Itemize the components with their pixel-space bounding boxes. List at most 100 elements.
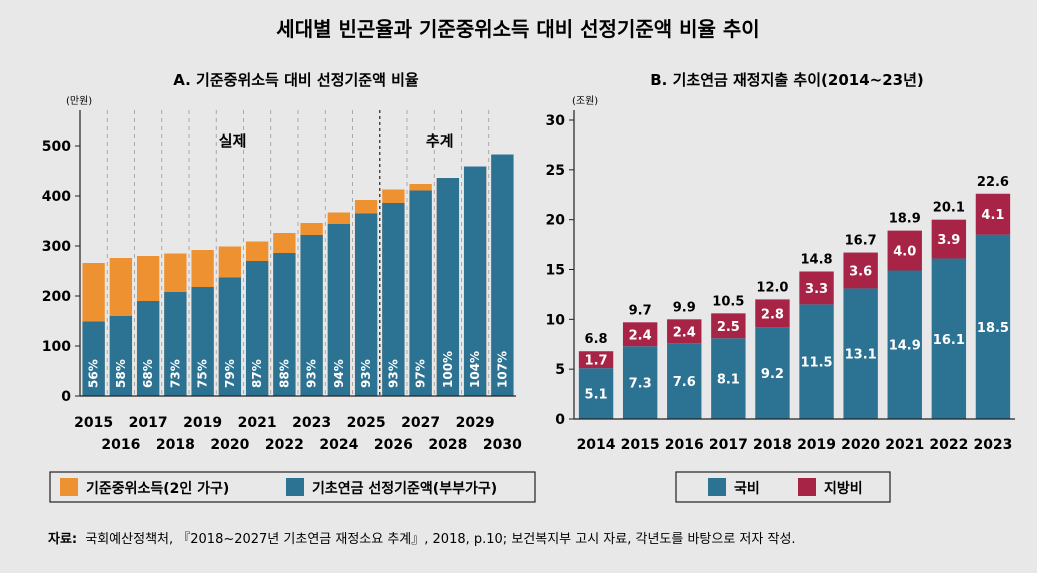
- annotation-actual: 실제: [219, 132, 247, 150]
- y-tick-label-a: 400: [42, 189, 71, 205]
- bar-ratio-label: 104%: [468, 351, 482, 388]
- x-tick-label-b: 2018: [753, 437, 792, 453]
- legend-b-label-1: 지방비: [824, 480, 863, 497]
- bar-ratio-label: 88%: [277, 359, 291, 388]
- legend-a-swatch-orange: [60, 478, 78, 496]
- bar-national-label: 14.9: [889, 339, 921, 354]
- chart-b-unit: (조원): [572, 95, 598, 107]
- x-tick-label-a: 2019: [183, 415, 222, 431]
- legend-b: 국비 지방비: [675, 471, 891, 503]
- bar-selection-amount: [463, 166, 487, 396]
- bar-selection-amount: [354, 213, 378, 396]
- bar-total-label: 9.9: [673, 300, 696, 315]
- bar-total-label: 6.8: [585, 332, 608, 347]
- bar-national: [931, 258, 967, 419]
- x-tick-label-a: 2026: [374, 437, 413, 453]
- bar-local-label: 2.8: [761, 307, 784, 322]
- bar-ratio-label: 107%: [495, 351, 509, 388]
- bar-ratio-label: 94%: [332, 359, 346, 388]
- bar-national: [755, 327, 790, 419]
- bar-local-label: 4.0: [893, 245, 916, 260]
- bar-local-label: 1.7: [585, 354, 608, 369]
- bar-national-label: 8.1: [717, 373, 740, 388]
- bar-ratio-label: 75%: [196, 359, 210, 388]
- x-tick-label-a: 2015: [74, 415, 113, 431]
- bar-total-label: 18.9: [889, 212, 921, 227]
- y-tick-label-a: 300: [42, 239, 71, 255]
- bar-local: [755, 299, 790, 328]
- bar-ratio-label: 68%: [141, 359, 155, 388]
- bar-selection-amount: [191, 287, 214, 396]
- bar-local: [931, 219, 967, 259]
- bar-ratio-label: 100%: [441, 351, 455, 388]
- legend-b-swatch-blue: [708, 478, 726, 496]
- bar-selection-amount: [327, 224, 351, 396]
- y-tick-label-a: 200: [42, 289, 71, 305]
- bar-ratio-label: 56%: [87, 359, 101, 388]
- bar-local: [578, 351, 614, 369]
- bar-selection-amount: [409, 190, 432, 396]
- legend-b-label-0: 국비: [734, 481, 760, 497]
- bar-national-label: 13.1: [845, 348, 877, 363]
- bar-ratio-label: 93%: [305, 359, 319, 388]
- x-tick-label-b: 2017: [709, 437, 748, 453]
- legend-a-label-1: 기초연금 선정기준액(부부가구): [312, 480, 497, 497]
- y-tick-label-a: 500: [42, 139, 71, 155]
- bar-local: [711, 313, 746, 339]
- legend-a-label-0: 기준중위소득(2인 가구): [86, 480, 229, 497]
- bar-ratio-label: 93%: [359, 359, 373, 388]
- bar-national: [975, 234, 1011, 419]
- source-label: 자료:: [48, 532, 77, 547]
- source-note: 자료: 국회예산정책처, 『2018~2027년 기초연금 재정소요 추계』, …: [48, 532, 796, 547]
- bar-national-label: 7.3: [629, 377, 652, 392]
- chart-a: 0 100 200 300 400 500 실제 추계 56% 2015 58% 2016 68% 201…: [42, 110, 522, 453]
- bar-national: [622, 346, 658, 419]
- bar-national: [843, 288, 878, 419]
- bar-national-label: 11.5: [801, 356, 833, 371]
- x-tick-label-a: 2017: [129, 415, 168, 431]
- bar-ratio-label: 58%: [114, 359, 128, 388]
- x-tick-label-a: 2028: [428, 437, 467, 453]
- x-tick-label-b: 2014: [577, 437, 616, 453]
- bar-local: [667, 319, 702, 344]
- y-tick-label-b: 10: [546, 312, 566, 328]
- y-tick-label-a: 100: [42, 339, 71, 355]
- x-tick-label-b: 2016: [665, 437, 704, 453]
- bar-national-label: 18.5: [977, 321, 1009, 336]
- bar-local-label: 2.5: [717, 320, 740, 335]
- bar-ratio-label: 79%: [223, 359, 237, 388]
- bar-national: [799, 304, 834, 419]
- bar-total-label: 9.7: [629, 303, 652, 318]
- x-tick-label-a: 2022: [265, 437, 304, 453]
- x-tick-label-a: 2018: [156, 437, 195, 453]
- bar-local: [975, 193, 1011, 235]
- x-tick-label-a: 2030: [483, 437, 522, 453]
- source-text: 국회예산정책처, 『2018~2027년 기초연금 재정소요 추계』, 2018…: [85, 532, 795, 547]
- legend-a-swatch-blue: [286, 478, 304, 496]
- chart-b: 0 5 10 15 20 25 30 5.1 1.7 6.8 2014 7.3 2.4 9.7 2015 7.…: [546, 110, 1015, 453]
- bar-total-label: 22.6: [977, 175, 1009, 190]
- x-tick-label-a: 2021: [238, 415, 277, 431]
- y-tick-label-b: 5: [555, 362, 565, 378]
- x-tick-label-a: 2025: [347, 415, 386, 431]
- bar-total-label: 16.7: [845, 234, 877, 249]
- bar-local-label: 3.3: [805, 282, 828, 297]
- bar-national: [578, 368, 614, 419]
- y-tick-label-b: 25: [546, 163, 565, 179]
- bar-total-label: 10.5: [712, 294, 744, 309]
- bar-selection-amount: [382, 203, 405, 396]
- x-tick-label-b: 2019: [797, 437, 836, 453]
- bar-selection-amount: [218, 277, 242, 396]
- bar-national: [667, 343, 702, 419]
- bar-selection-amount: [82, 321, 105, 396]
- bar-selection-amount: [109, 316, 133, 396]
- bar-total-label: 12.0: [756, 280, 788, 295]
- legend-b-swatch-red: [798, 478, 816, 496]
- bar-selection-amount: [300, 235, 323, 396]
- bar-national-label: 9.2: [761, 367, 784, 382]
- bar-ratio-label: 73%: [168, 359, 182, 388]
- x-tick-label-a: 2020: [210, 437, 249, 453]
- y-tick-label-a: 0: [61, 389, 71, 405]
- bar-ratio-label: 93%: [386, 359, 400, 388]
